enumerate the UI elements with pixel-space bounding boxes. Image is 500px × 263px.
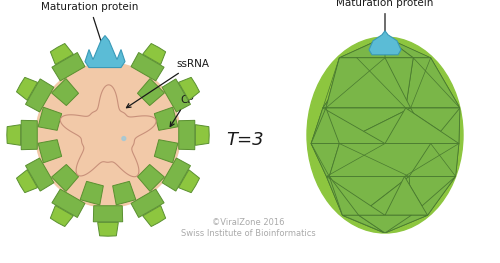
Polygon shape (323, 58, 413, 108)
Polygon shape (340, 37, 385, 58)
Polygon shape (162, 158, 190, 191)
Polygon shape (410, 108, 460, 144)
Polygon shape (385, 215, 428, 233)
Polygon shape (342, 215, 385, 233)
Polygon shape (358, 215, 412, 233)
Polygon shape (409, 144, 459, 176)
Polygon shape (385, 144, 459, 176)
Polygon shape (131, 53, 164, 81)
Polygon shape (7, 125, 20, 145)
Polygon shape (52, 53, 85, 81)
Polygon shape (311, 108, 385, 144)
Polygon shape (357, 37, 413, 58)
Polygon shape (385, 58, 460, 108)
Polygon shape (50, 205, 74, 226)
Polygon shape (385, 37, 430, 58)
Polygon shape (404, 176, 456, 215)
Text: Maturation protein: Maturation protein (42, 2, 138, 50)
Polygon shape (142, 43, 166, 64)
Polygon shape (369, 31, 401, 55)
Polygon shape (162, 79, 190, 112)
Polygon shape (80, 181, 104, 205)
Polygon shape (16, 170, 38, 193)
Polygon shape (196, 125, 209, 145)
Ellipse shape (307, 37, 463, 233)
Polygon shape (412, 176, 456, 215)
Polygon shape (406, 108, 460, 144)
Text: ©ViralZone 2016: ©ViralZone 2016 (212, 218, 284, 227)
Polygon shape (52, 164, 78, 191)
Polygon shape (26, 158, 54, 191)
Polygon shape (26, 79, 54, 112)
Polygon shape (52, 79, 78, 105)
Polygon shape (323, 108, 406, 144)
Polygon shape (178, 170, 200, 193)
Polygon shape (38, 107, 62, 130)
Polygon shape (409, 176, 456, 215)
Polygon shape (406, 58, 460, 108)
Polygon shape (330, 176, 409, 215)
Polygon shape (342, 215, 385, 233)
Polygon shape (385, 176, 428, 215)
Polygon shape (178, 77, 200, 100)
Text: ssRNA: ssRNA (126, 59, 209, 108)
Circle shape (36, 63, 180, 207)
Polygon shape (94, 206, 122, 222)
Polygon shape (311, 144, 404, 176)
Polygon shape (98, 222, 118, 236)
Circle shape (122, 136, 126, 140)
Polygon shape (326, 108, 410, 144)
Polygon shape (385, 37, 430, 58)
Polygon shape (326, 176, 385, 215)
Text: Swiss Institute of Bioinformatics: Swiss Institute of Bioinformatics (180, 229, 316, 238)
Polygon shape (326, 58, 410, 108)
Polygon shape (138, 79, 164, 105)
Text: Maturation protein: Maturation protein (336, 0, 434, 39)
Polygon shape (112, 181, 136, 205)
Polygon shape (326, 176, 404, 215)
Polygon shape (154, 107, 178, 130)
Polygon shape (52, 189, 85, 218)
Polygon shape (340, 108, 430, 144)
Polygon shape (358, 176, 412, 215)
Polygon shape (323, 58, 357, 108)
Text: T=3: T=3 (226, 131, 264, 149)
Polygon shape (330, 176, 358, 215)
Polygon shape (385, 215, 428, 233)
Polygon shape (330, 144, 430, 176)
Polygon shape (326, 176, 342, 215)
Polygon shape (311, 108, 326, 144)
Polygon shape (16, 77, 38, 100)
Polygon shape (138, 164, 164, 191)
Text: CP: CP (170, 95, 194, 127)
Polygon shape (385, 108, 459, 144)
Polygon shape (311, 108, 340, 144)
Polygon shape (38, 140, 62, 163)
Polygon shape (50, 43, 74, 64)
Polygon shape (131, 189, 164, 218)
Polygon shape (60, 85, 156, 177)
Polygon shape (142, 205, 166, 226)
Polygon shape (178, 120, 195, 150)
Polygon shape (340, 37, 385, 58)
Polygon shape (311, 144, 340, 176)
Polygon shape (430, 108, 460, 144)
Polygon shape (85, 36, 125, 68)
Polygon shape (154, 140, 178, 163)
Polygon shape (21, 120, 38, 150)
